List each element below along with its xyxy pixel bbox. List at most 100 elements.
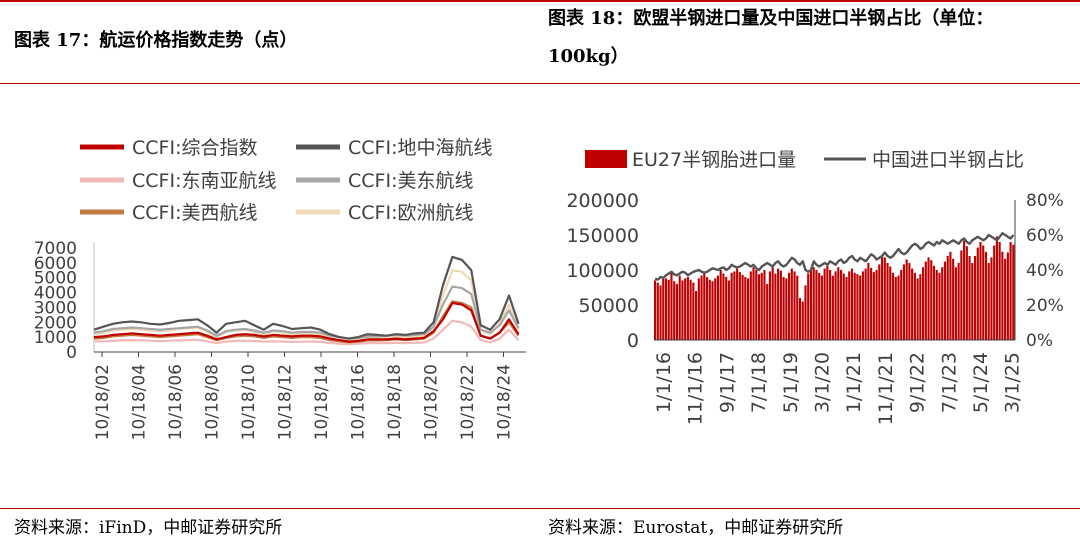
import-bar bbox=[818, 272, 821, 340]
import-bar bbox=[979, 242, 982, 340]
import-bar bbox=[982, 245, 985, 340]
import-bar bbox=[752, 267, 755, 340]
import-bar bbox=[664, 278, 668, 340]
y-right-tick-label: 20% bbox=[1026, 296, 1064, 316]
import-bar bbox=[853, 272, 856, 340]
y-tick-label: 1000 bbox=[34, 328, 77, 348]
import-bar bbox=[960, 250, 963, 340]
x-tick-label: 3/1/25 bbox=[1002, 352, 1024, 413]
x-tick-label: 7/1/18 bbox=[748, 352, 770, 413]
import-bar bbox=[708, 279, 711, 340]
y-tick-label: 7000 bbox=[34, 239, 77, 259]
legend-swatch bbox=[585, 150, 627, 168]
import-bar bbox=[681, 280, 684, 340]
import-bar bbox=[684, 278, 687, 340]
top-red-rule bbox=[0, 0, 1080, 2]
import-bar bbox=[1004, 258, 1007, 340]
import-bar bbox=[738, 272, 741, 340]
import-bar bbox=[872, 272, 875, 340]
import-bar bbox=[695, 291, 698, 340]
import-bar bbox=[659, 285, 662, 340]
import-bar bbox=[760, 272, 763, 340]
import-bar bbox=[705, 277, 709, 340]
import-bar bbox=[673, 281, 676, 340]
x-tick-label: 10/18/22 bbox=[458, 364, 478, 440]
x-tick-label: 10/18/08 bbox=[203, 364, 223, 440]
import-bar bbox=[703, 273, 706, 340]
import-bar bbox=[831, 275, 834, 340]
x-tick-label: 10/18/14 bbox=[312, 364, 332, 440]
import-bar bbox=[755, 270, 758, 340]
import-bar bbox=[722, 273, 725, 340]
import-bar bbox=[782, 277, 785, 340]
x-tick-label: 9/1/22 bbox=[907, 352, 929, 413]
import-bar bbox=[902, 264, 905, 340]
import-bar bbox=[746, 278, 750, 340]
import-bar bbox=[946, 256, 949, 340]
import-bar bbox=[678, 275, 681, 340]
import-bar bbox=[935, 270, 938, 340]
y-tick-label: 0 bbox=[66, 343, 77, 363]
import-bar bbox=[823, 268, 826, 340]
series-line bbox=[93, 269, 520, 342]
import-bar bbox=[842, 273, 845, 340]
import-bar bbox=[864, 268, 867, 340]
y-left-tick-label: 50000 bbox=[579, 295, 639, 317]
import-bar bbox=[930, 260, 933, 340]
y-tick-label: 2000 bbox=[34, 313, 77, 333]
x-tick-label: 10/18/02 bbox=[93, 364, 113, 440]
import-bar bbox=[692, 282, 695, 340]
x-tick-label: 7/1/23 bbox=[938, 352, 960, 413]
header-red-rule bbox=[0, 83, 1080, 84]
ccfi-line-chart: CCFI:综合指数 CCFI:地中海航线 CCFI:东南亚航线 CCFI:美东航线 CC… bbox=[34, 137, 526, 440]
import-bar bbox=[993, 245, 996, 340]
import-bar bbox=[919, 274, 922, 340]
import-bar bbox=[700, 275, 703, 340]
import-bar bbox=[714, 278, 717, 340]
import-bar bbox=[995, 236, 998, 340]
import-bar bbox=[880, 256, 884, 340]
y-left-tick-label: 100000 bbox=[566, 260, 639, 282]
import-bar bbox=[733, 271, 736, 340]
left-chart-title: 图表 17：航运价格指数走势（点） bbox=[14, 30, 298, 51]
eu-tire-import-chart: EU27半钢胎进口量 中国进口半钢占比 0 50000 100000 150000 2000… bbox=[566, 149, 1064, 425]
import-bar bbox=[736, 268, 739, 340]
x-tick-label: 10/18/06 bbox=[166, 364, 186, 440]
import-bar bbox=[826, 265, 829, 340]
import-bar bbox=[667, 279, 670, 340]
import-bar bbox=[886, 263, 889, 340]
import-bar bbox=[793, 271, 796, 340]
import-bar bbox=[837, 267, 840, 340]
import-bar bbox=[878, 264, 881, 340]
import-bar bbox=[763, 270, 766, 340]
y-tick-label: 5000 bbox=[34, 269, 77, 289]
import-bar bbox=[812, 267, 815, 340]
x-tick-label: 10/18/20 bbox=[422, 364, 442, 440]
import-bar bbox=[949, 251, 952, 340]
series-line bbox=[93, 255, 520, 340]
import-bar bbox=[689, 279, 692, 340]
import-bar bbox=[911, 268, 914, 340]
left-chart-source: 资料来源：iFinD，中邮证券研究所 bbox=[14, 518, 283, 538]
import-bar bbox=[908, 263, 911, 340]
y-left-tick-label: 0 bbox=[627, 330, 639, 352]
import-bar bbox=[870, 267, 873, 340]
import-bar bbox=[941, 267, 944, 340]
import-bar bbox=[963, 240, 966, 340]
import-bar bbox=[785, 278, 788, 340]
import-bar bbox=[697, 278, 700, 340]
x-tick-label: 10/18/24 bbox=[495, 364, 515, 440]
import-bar bbox=[984, 251, 988, 340]
x-tick-label: 11/1/16 bbox=[685, 352, 707, 425]
import-bar bbox=[850, 268, 854, 340]
import-bar bbox=[777, 268, 780, 340]
import-bar bbox=[779, 270, 782, 340]
y-right-tick-label: 80% bbox=[1026, 191, 1064, 211]
y-tick-label: 3000 bbox=[34, 298, 77, 318]
import-bar bbox=[905, 259, 908, 340]
x-tick-label: 5/1/19 bbox=[780, 352, 802, 413]
legend-label: 中国进口半钢占比 bbox=[872, 149, 1024, 171]
x-tick-label: 10/18/04 bbox=[130, 364, 150, 440]
import-bar bbox=[894, 277, 897, 340]
import-bar bbox=[766, 284, 769, 340]
